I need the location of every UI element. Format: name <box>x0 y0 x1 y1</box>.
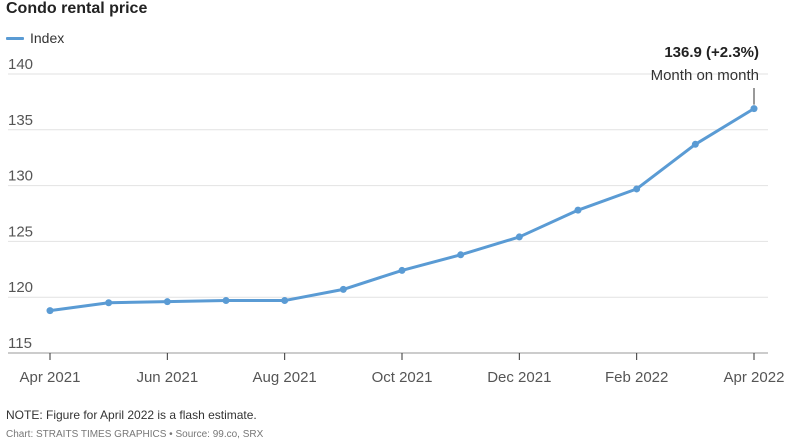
data-point <box>515 233 523 241</box>
series-line <box>49 107 755 313</box>
legend: Index <box>6 30 64 46</box>
source-credit: Chart: STRAITS TIMES GRAPHICS • Source: … <box>6 429 264 440</box>
data-point <box>574 206 582 214</box>
annotation-text: Month on month <box>651 67 759 84</box>
data-point <box>633 185 641 193</box>
chart-title: Condo rental price <box>6 0 148 17</box>
legend-label: Index <box>30 30 65 46</box>
data-point <box>398 266 406 274</box>
legend-swatch <box>6 36 24 40</box>
y-tick-label: 125 <box>8 223 33 240</box>
y-axis-ticks: 115 120 125 130 135 140 <box>8 56 33 352</box>
annotation: 136.9 (+2.3%) Month on month <box>651 44 759 105</box>
x-tick-label: Dec 2021 <box>487 369 551 386</box>
data-point <box>163 298 171 306</box>
y-tick-label: 140 <box>8 56 33 73</box>
x-tick-label: Feb 2022 <box>605 369 668 386</box>
data-point <box>457 251 465 259</box>
annotation-value: 136.9 (+2.3%) <box>664 44 759 61</box>
x-tick-label: Jun 2021 <box>136 369 198 386</box>
x-tick-label: Oct 2021 <box>372 369 433 386</box>
footnote: NOTE: Figure for April 2022 is a flash e… <box>6 408 257 422</box>
data-point <box>46 307 54 315</box>
data-point <box>222 297 230 305</box>
data-point <box>339 285 347 293</box>
x-tick-label: Apr 2022 <box>724 369 785 386</box>
data-point <box>691 140 699 148</box>
y-tick-label: 115 <box>8 335 32 352</box>
x-axis: Apr 2021 Jun 2021 Aug 2021 Oct 2021 Dec 2021… <box>20 353 785 386</box>
y-tick-label: 130 <box>8 168 33 185</box>
line-chart: 115 120 125 130 135 140 Apr 2021 Jun 2021 Aug 2… <box>8 44 785 386</box>
data-point <box>750 105 758 113</box>
gridlines <box>8 73 768 354</box>
y-tick-label: 120 <box>8 279 33 296</box>
data-point <box>281 297 289 305</box>
series-index <box>46 105 758 315</box>
y-tick-label: 135 <box>8 112 33 129</box>
data-point <box>105 299 113 307</box>
x-tick-label: Apr 2021 <box>20 369 81 386</box>
x-tick-label: Aug 2021 <box>253 369 317 386</box>
